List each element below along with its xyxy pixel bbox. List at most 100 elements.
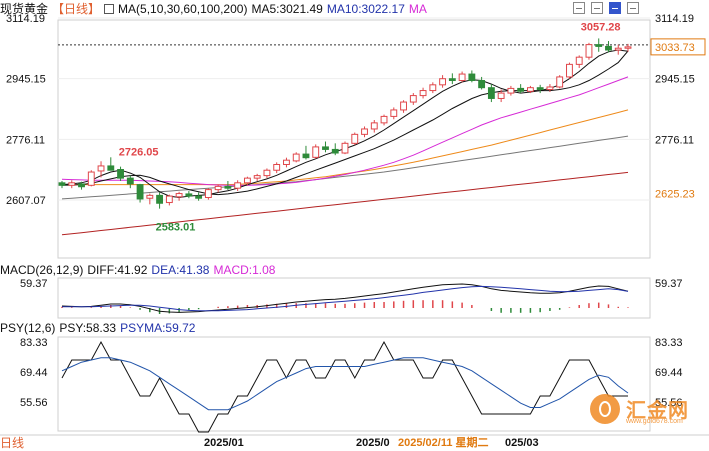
- candle-body[interactable]: [175, 193, 183, 198]
- macd-tick-left: 59.37: [20, 278, 48, 290]
- date-tick: 2025/01: [204, 437, 244, 449]
- candle-body[interactable]: [136, 184, 144, 200]
- candle-body[interactable]: [409, 95, 417, 103]
- candle-body[interactable]: [78, 183, 85, 188]
- candle-body[interactable]: [331, 148, 339, 154]
- candle-body[interactable]: [185, 193, 193, 197]
- psy-params[interactable]: PSY(12,6): [0, 321, 56, 335]
- candle-body[interactable]: [361, 128, 368, 135]
- ma30-line: [61, 76, 629, 186]
- macd-params[interactable]: MACD(26,12,9): [0, 263, 84, 277]
- candle-body[interactable]: [595, 44, 603, 47]
- candle-body[interactable]: [566, 63, 573, 78]
- period-label[interactable]: 【日线】: [52, 2, 101, 16]
- candle-body[interactable]: [614, 47, 622, 51]
- candle-body[interactable]: [292, 153, 300, 162]
- logo-icon: [590, 394, 620, 424]
- macd-value: MACD:1.08: [213, 263, 276, 277]
- candle-body[interactable]: [458, 73, 466, 82]
- candle-body[interactable]: [439, 78, 447, 86]
- candle-body[interactable]: [624, 46, 632, 49]
- candle-body[interactable]: [575, 56, 583, 65]
- kline-header: 现货黄金 【日线】 MA(5,10,30,60,100,200) MA5:3021.4…: [0, 0, 431, 18]
- candle-body[interactable]: [234, 182, 242, 189]
- watermark-text: 汇金网: [626, 400, 689, 422]
- macd-diff: DIFF:41.92: [87, 263, 148, 277]
- fullscreen-icon[interactable]: [609, 2, 621, 14]
- settings-icon[interactable]: [627, 2, 639, 14]
- candle-body[interactable]: [517, 87, 525, 92]
- candle-body[interactable]: [390, 109, 398, 117]
- candle-body[interactable]: [526, 87, 534, 92]
- indicator-settings-icon[interactable]: [104, 4, 115, 14]
- price-tick-left: 3114.19: [6, 13, 45, 25]
- candle-body[interactable]: [58, 182, 66, 186]
- candle-body[interactable]: [312, 146, 320, 158]
- candle-body[interactable]: [243, 177, 251, 184]
- candle-body[interactable]: [263, 169, 271, 177]
- price-tick-left: 2945.15: [6, 74, 46, 86]
- candle-body[interactable]: [97, 165, 105, 172]
- candle-body[interactable]: [283, 159, 290, 165]
- candle-body[interactable]: [448, 78, 456, 82]
- candle-body[interactable]: [487, 87, 495, 99]
- candle-body[interactable]: [341, 142, 349, 154]
- psy-tick-left: 83.33: [20, 337, 48, 349]
- candle-body[interactable]: [380, 115, 388, 124]
- candle-body[interactable]: [195, 195, 203, 199]
- candle-body[interactable]: [126, 177, 134, 185]
- candle-body[interactable]: [419, 90, 427, 97]
- low-annotation: 2583.01: [156, 222, 196, 234]
- candle-body[interactable]: [302, 153, 310, 159]
- candle-body[interactable]: [273, 163, 281, 171]
- candle-body[interactable]: [107, 165, 115, 171]
- candle-body[interactable]: [117, 169, 124, 179]
- candle-body[interactable]: [478, 80, 486, 89]
- timeframe-label[interactable]: 日线: [0, 436, 25, 450]
- psy-tick-right: 55.56: [655, 397, 683, 409]
- ma10-value: MA10:3022.17: [326, 2, 405, 16]
- price-tick-right: 3114.19: [655, 13, 694, 25]
- candle-body[interactable]: [156, 194, 164, 204]
- candle-body[interactable]: [400, 101, 407, 111]
- watermark-url: www.gold678.com: [626, 418, 683, 425]
- watermark-logo: 汇金网 www.gold678.com: [590, 392, 702, 428]
- candle-body[interactable]: [497, 92, 505, 99]
- candle-body[interactable]: [351, 133, 359, 144]
- candle-body[interactable]: [214, 185, 222, 191]
- zoom-in-icon[interactable]: [573, 2, 585, 14]
- candle-body[interactable]: [585, 44, 593, 58]
- diff-line: [61, 283, 629, 313]
- ma60-line: [62, 109, 629, 186]
- high-annotation: 3057.28: [581, 21, 621, 33]
- ma-params[interactable]: MA(5,10,30,60,100,200): [118, 2, 248, 16]
- price-tick-left: 2776.11: [6, 134, 45, 146]
- candle-body[interactable]: [429, 84, 437, 92]
- price-tick-right: 2945.15: [655, 74, 695, 86]
- candle-body[interactable]: [322, 146, 329, 150]
- candle-body[interactable]: [224, 185, 232, 189]
- candle-body[interactable]: [468, 73, 476, 82]
- psy-value: PSY:58.33: [59, 321, 117, 335]
- candle-body[interactable]: [546, 86, 554, 90]
- current-price-box: [650, 38, 706, 56]
- date-tick: 2025/0: [356, 437, 390, 449]
- candle-body[interactable]: [507, 87, 515, 94]
- candle-body[interactable]: [556, 76, 564, 88]
- candle-body[interactable]: [370, 122, 378, 130]
- psy-tick-left: 69.44: [20, 367, 48, 379]
- candle-body[interactable]: [536, 87, 544, 90]
- candle-body[interactable]: [165, 195, 173, 204]
- instrument-title: 现货黄金: [0, 2, 49, 16]
- candle-body[interactable]: [204, 189, 212, 199]
- macd-header: MACD(26,12,9) DIFF:41.92 DEA:41.38 MACD:1.0…: [0, 262, 279, 278]
- candle-body[interactable]: [68, 182, 76, 186]
- candle-body[interactable]: [146, 194, 154, 199]
- psy-pane-frame: [57, 336, 651, 432]
- zoom-out-icon[interactable]: [591, 2, 603, 14]
- candle-body[interactable]: [87, 171, 95, 186]
- candle-body[interactable]: [253, 175, 261, 179]
- chart-toolbar: [573, 2, 639, 16]
- candle-body[interactable]: [605, 45, 612, 51]
